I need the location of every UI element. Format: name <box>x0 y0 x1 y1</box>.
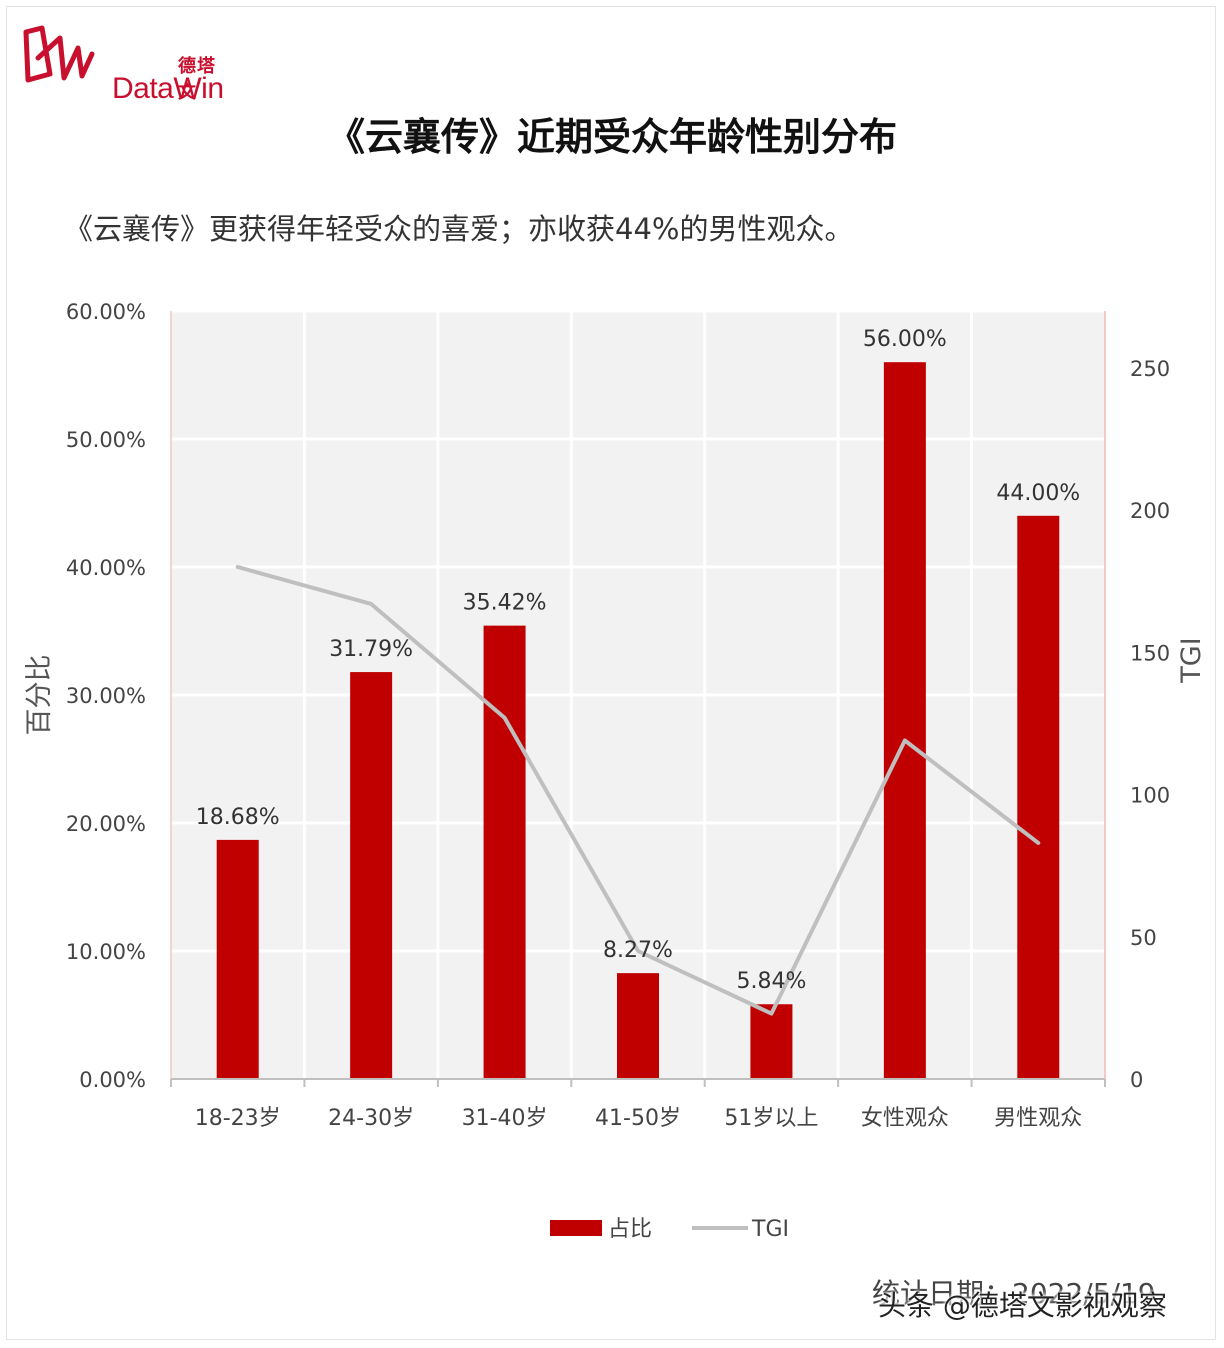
legend-bar-label: 占比 <box>608 1217 652 1242</box>
y2-tick-label: 200 <box>1130 499 1170 523</box>
datawin-logo-mark <box>23 25 95 83</box>
legend-bar-swatch <box>550 1220 602 1236</box>
datawin-logo: 德塔文 DataWin <box>20 18 224 105</box>
y2-tick-label: 250 <box>1130 357 1170 381</box>
x-tick-label: 男性观众 <box>994 1106 1082 1131</box>
bar-series <box>216 362 1060 1079</box>
y-tick-label: 10.00% <box>66 940 146 964</box>
axes: 18-23岁 24-30岁 31-40岁 41-50岁 51岁以上 女性观众 男性观众 0.0… <box>66 300 1170 1131</box>
stat-date: 统计日期：2022/5/19 <box>872 1277 1156 1310</box>
bar-5 <box>750 1004 793 1079</box>
tgi-line <box>235 565 1041 1016</box>
bar-data-label: 5.84% <box>736 969 806 994</box>
bar-2 <box>350 672 393 1079</box>
bar-1 <box>216 839 259 1079</box>
y2-tick-label: 50 <box>1130 926 1157 950</box>
grid-lines <box>171 309 1105 1079</box>
bar-data-label: 18.68% <box>196 805 280 830</box>
bar-7 <box>1017 515 1060 1079</box>
bar-data-label: 44.00% <box>996 481 1080 506</box>
source-watermark: 头条 @德塔文影视观察 <box>878 1289 1167 1322</box>
bar-data-label: 56.00% <box>863 327 947 352</box>
bar-data-label: 31.79% <box>329 637 413 662</box>
y-tick-label: 30.00% <box>66 684 146 708</box>
y-tick-label: 0.00% <box>79 1068 146 1092</box>
tgi-line-series <box>235 565 1041 1016</box>
logo-english-text: DataWin <box>112 72 224 105</box>
bar-data-label: 8.27% <box>603 938 673 963</box>
logo-chinese-text: 德塔文 <box>178 56 216 103</box>
legend-line-label: TGI <box>751 1217 789 1242</box>
y2-tick-label: 0 <box>1130 1068 1143 1092</box>
bar-data-label: 35.42% <box>463 591 547 616</box>
y-tick-label: 50.00% <box>66 428 146 452</box>
x-tick-label: 51岁以上 <box>724 1106 818 1131</box>
bar-6 <box>883 362 926 1079</box>
x-tick-label: 18-23岁 <box>195 1106 281 1131</box>
x-tick-label: 女性观众 <box>861 1106 949 1131</box>
x-tick-label: 24-30岁 <box>328 1106 414 1131</box>
y2-tick-label: 150 <box>1130 641 1170 665</box>
chart-subtitle: 《云襄传》更获得年轻受众的喜爱；亦收获44%的男性观众。 <box>64 212 854 246</box>
data-labels: 18.68% 31.79% 35.42% 8.27% 5.84% 56.00% 44.00% <box>196 327 1080 994</box>
page-frame <box>6 6 1216 1340</box>
y2-tick-label: 100 <box>1130 784 1170 808</box>
y-tick-label: 40.00% <box>66 556 146 580</box>
y-axis-title: 百分比 <box>24 655 55 736</box>
y-tick-label: 60.00% <box>66 300 146 324</box>
x-tick-label: 41-50岁 <box>595 1106 681 1131</box>
page-title: 《云襄传》近期受众年龄性别分布 <box>326 115 897 159</box>
y2-axis-title: TGI <box>1176 637 1207 683</box>
y-tick-label: 20.00% <box>66 812 146 836</box>
bar-4 <box>617 973 659 1079</box>
bar-3 <box>483 625 526 1079</box>
x-tick-label: 31-40岁 <box>462 1106 548 1131</box>
legend: 占比 TGI <box>550 1217 789 1242</box>
